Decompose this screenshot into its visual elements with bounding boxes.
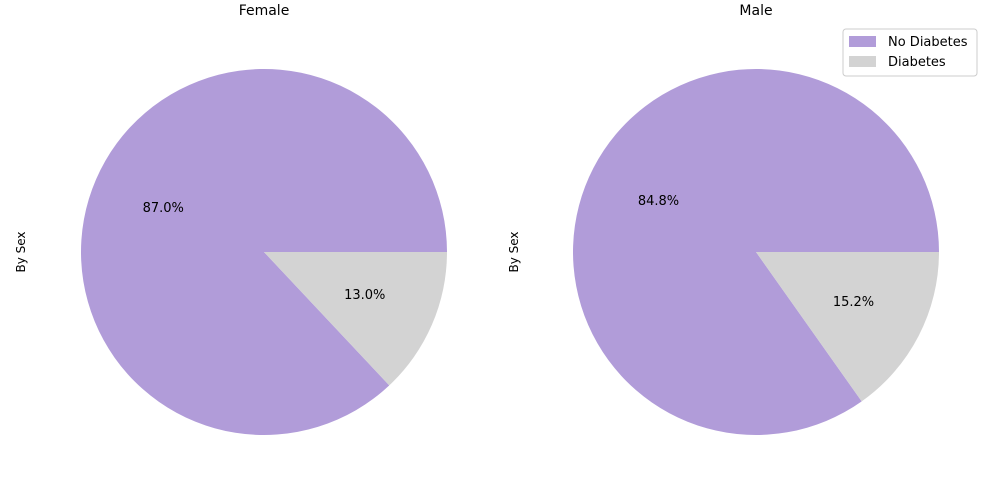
pie-chart-female: Female By Sex 87.0% 13.0% bbox=[14, 3, 447, 436]
y-axis-label-female: By Sex bbox=[14, 231, 28, 272]
pie-slice-female-no-diabetes bbox=[80, 68, 447, 436]
legend-swatch-no-diabetes bbox=[849, 36, 876, 47]
legend-label-no-diabetes: No Diabetes bbox=[888, 35, 968, 50]
pie-labels-female: 87.0% 13.0% bbox=[143, 201, 386, 303]
pie-slice-female-diabetes bbox=[264, 252, 447, 386]
legend-frame bbox=[842, 28, 978, 77]
legend-swatch-diabetes bbox=[849, 56, 876, 67]
y-axis-label-male: By Sex bbox=[507, 231, 521, 272]
pie-labels-male: 84.8% 15.2% bbox=[638, 194, 874, 310]
pie-slice-male-diabetes bbox=[756, 252, 939, 402]
pie-label-female-diabetes: 13.0% bbox=[344, 288, 385, 303]
legend-items: No Diabetes Diabetes bbox=[849, 35, 968, 70]
pie-chart-male: Male By Sex 84.8% 15.2% bbox=[507, 3, 939, 436]
pie-label-female-no-diabetes: 87.0% bbox=[143, 201, 184, 216]
pie-slice-male-no-diabetes bbox=[573, 69, 939, 436]
pie-slices-male bbox=[573, 69, 939, 436]
pie-slices-female bbox=[80, 68, 447, 436]
pie-label-male-no-diabetes: 84.8% bbox=[638, 194, 679, 209]
legend: No Diabetes Diabetes bbox=[842, 28, 978, 77]
legend-label-diabetes: Diabetes bbox=[888, 55, 946, 70]
chart-title-male: Male bbox=[739, 3, 772, 19]
pie-label-male-diabetes: 15.2% bbox=[833, 295, 874, 310]
chart-title-female: Female bbox=[239, 3, 290, 19]
